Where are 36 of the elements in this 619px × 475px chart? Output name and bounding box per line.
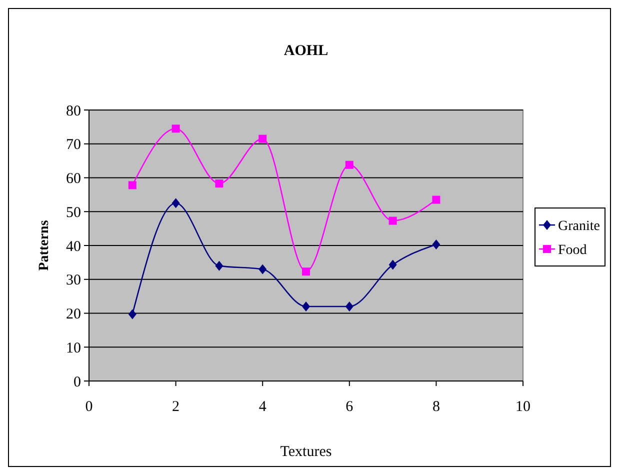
x-tick-label: 6: [346, 399, 354, 415]
point: [345, 160, 354, 169]
point: [432, 196, 440, 204]
point: [172, 198, 180, 208]
point: [258, 134, 267, 143]
x-tick-label: 2: [172, 399, 180, 415]
x-tick-label: 4: [258, 399, 267, 415]
point: [432, 239, 440, 250]
point: [345, 301, 354, 312]
point: [388, 260, 397, 270]
y-tick-label: 20: [66, 306, 81, 322]
point: [172, 124, 180, 133]
point: [215, 260, 224, 271]
point: [302, 301, 310, 312]
y-axis-title: Patterns: [37, 220, 52, 271]
y-tick-label: 50: [66, 204, 81, 221]
legend-label: Granite: [558, 218, 600, 234]
point: [388, 216, 397, 225]
y-tick-label: 10: [66, 340, 81, 356]
point: [302, 268, 310, 276]
point: [215, 180, 224, 188]
point: [258, 264, 267, 274]
y-tick-label: 30: [66, 272, 81, 289]
y-tick-label: 60: [66, 171, 81, 187]
x-axis-title: Textures: [280, 444, 332, 460]
x-tick-label: 8: [432, 399, 440, 415]
chart-title: AOHL: [284, 43, 328, 59]
x-tick-label: 0: [85, 399, 93, 415]
point: [128, 181, 136, 190]
y-tick-label: 70: [66, 137, 81, 154]
y-tick-label: 0: [74, 374, 81, 390]
point: [128, 309, 136, 320]
y-tick-label: 40: [66, 238, 81, 255]
x-tick-label: 10: [516, 399, 530, 415]
y-tick-label: 80: [66, 103, 81, 120]
legend-label: Food: [558, 242, 587, 258]
